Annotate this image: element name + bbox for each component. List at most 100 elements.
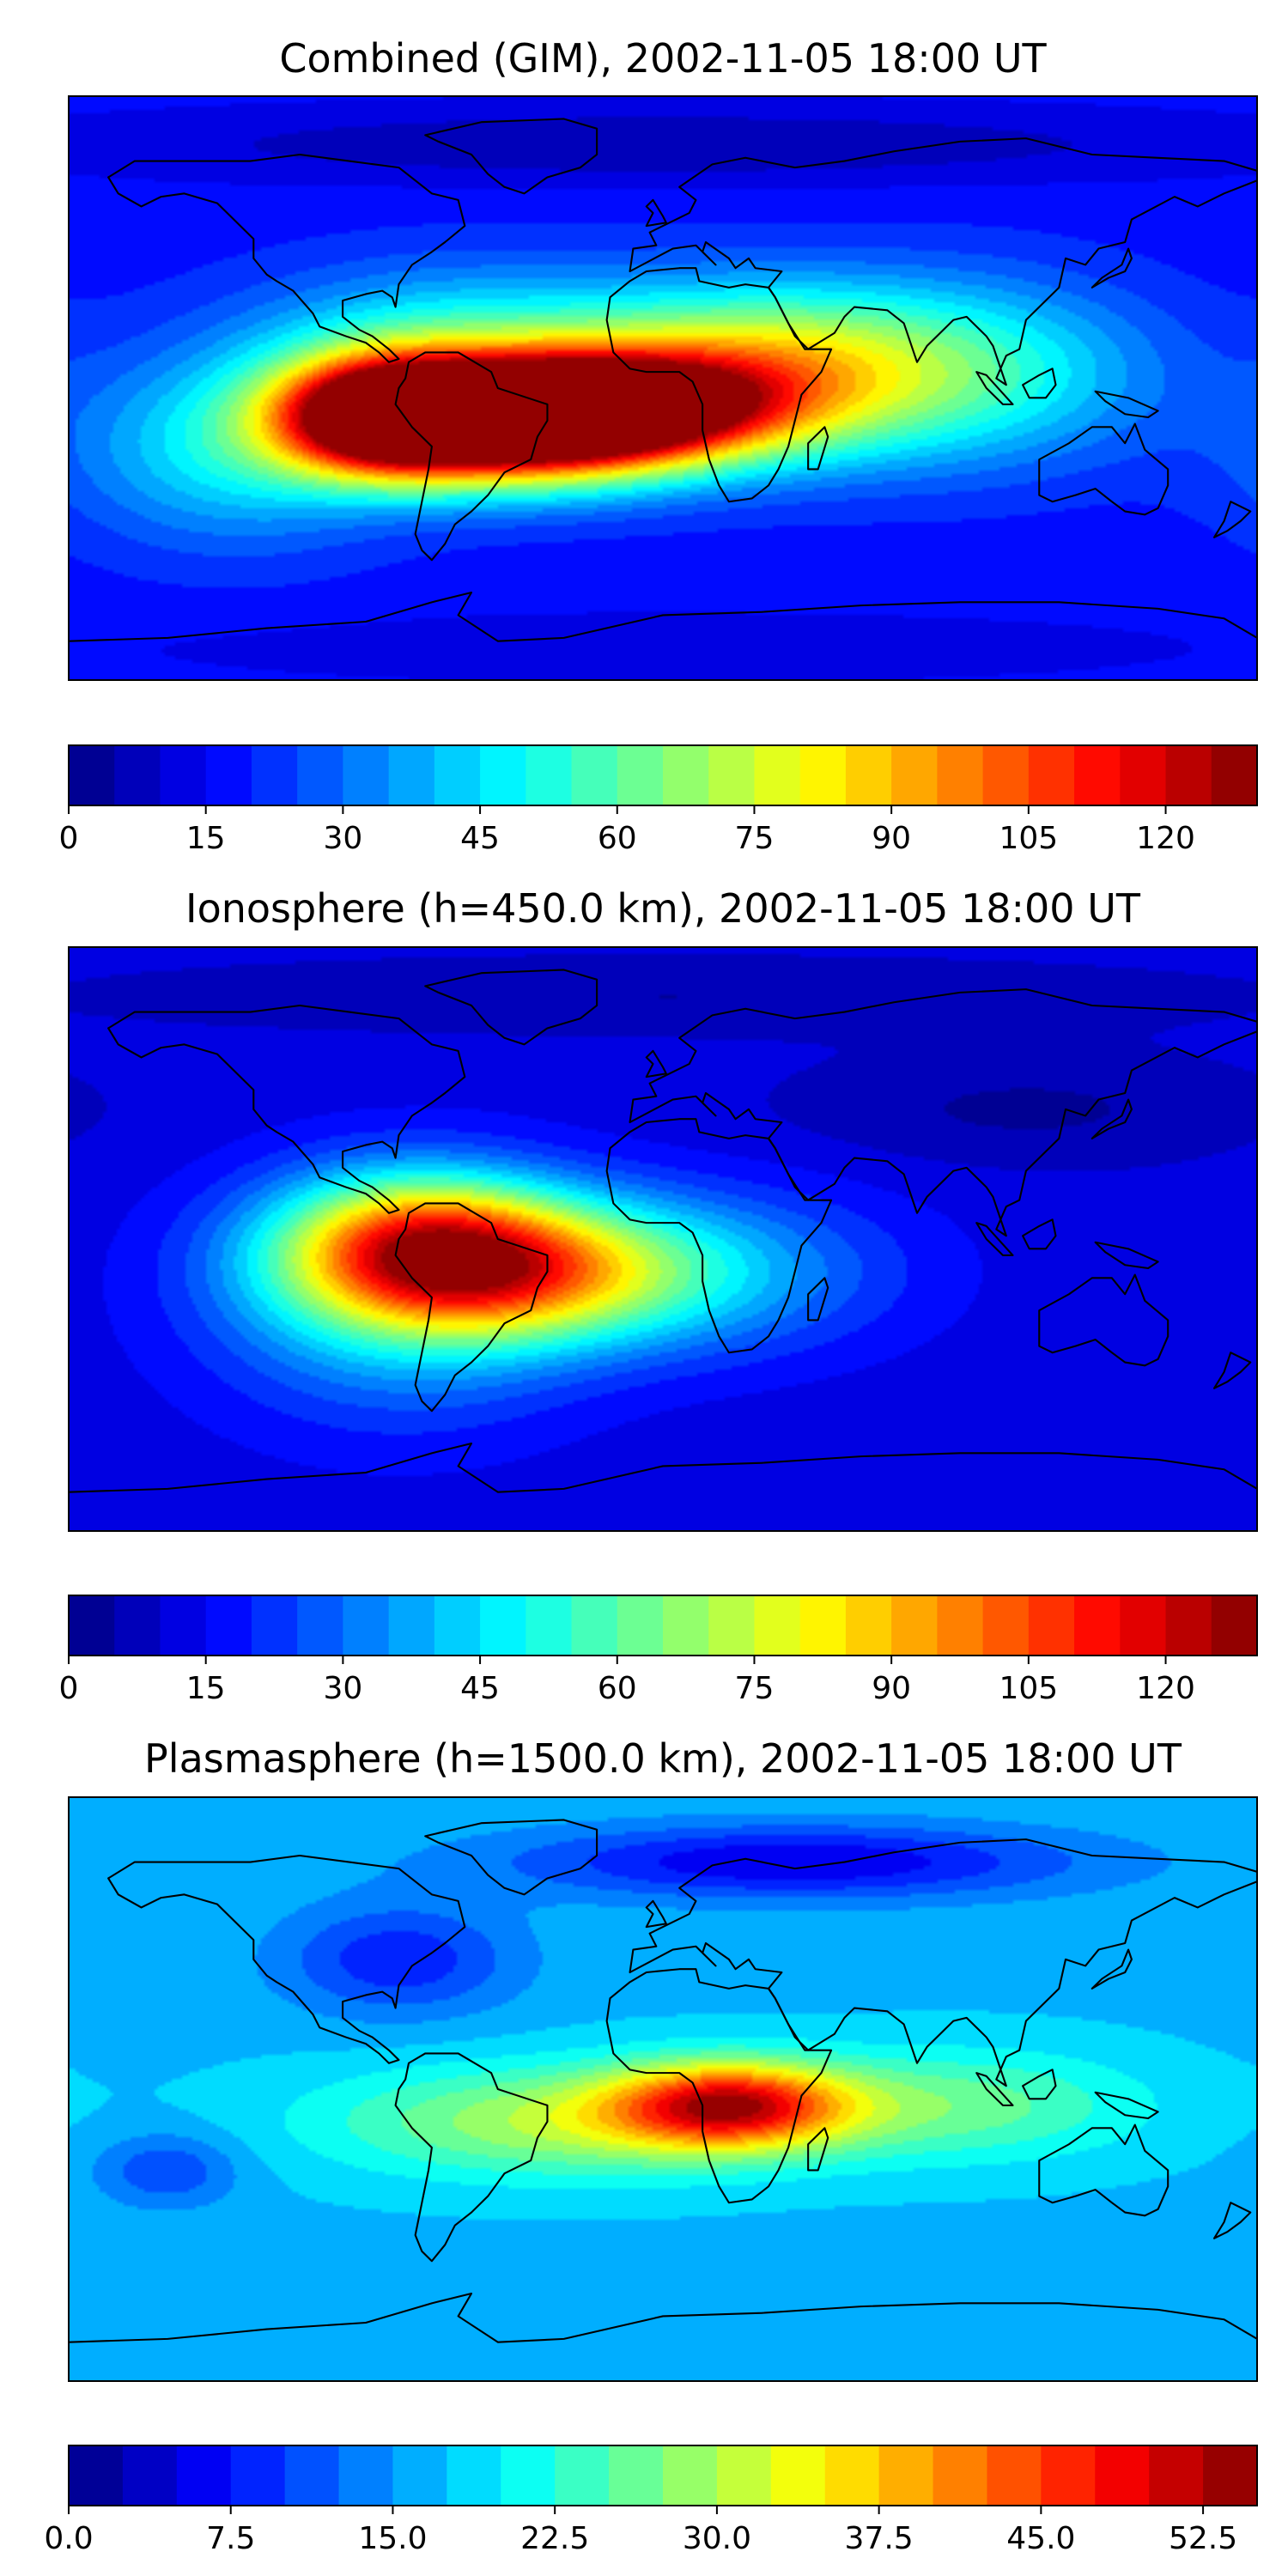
colorbar-tick-label: 30.0 [683, 2521, 751, 2556]
colorbar-segment [343, 1595, 390, 1656]
colorbar-segment [571, 1595, 618, 1656]
colorbar-segment [891, 745, 938, 805]
colorbar-segment [205, 745, 252, 805]
colorbar-segment [526, 1595, 573, 1656]
colorbar-segment [1165, 1595, 1212, 1656]
colorbar-tick-label: 0 [59, 821, 79, 856]
colorbar-segment [114, 1595, 161, 1656]
colorbar-segment [297, 745, 343, 805]
colorbar-segment [338, 2445, 394, 2506]
colorbar-segment [716, 2445, 772, 2506]
colorbar-tick-label: 45 [460, 1671, 500, 1706]
colorbar-tick-label: 22.5 [520, 2521, 589, 2556]
colorbar-frame [68, 744, 1258, 806]
colorbar-tick-label: 90 [872, 1671, 911, 1706]
colorbar: 0 15 30 45 60 75 90 105 120 [59, 1595, 1258, 1706]
colorbar-tick-label: 52.5 [1169, 2521, 1237, 2556]
colorbar-tick-label: 15 [186, 821, 226, 856]
colorbar-segment [69, 2445, 124, 2506]
colorbar-segment [1120, 745, 1167, 805]
heatmap-field [69, 1797, 1257, 2381]
colorbar-segment [1028, 1595, 1075, 1656]
panel-plasmasphere: Plasmasphere (h=1500.0 km), 2002-11-05 1… [44, 1735, 1258, 2556]
colorbar-tick-label: 15.0 [358, 2521, 427, 2556]
colorbar-segment [434, 1595, 481, 1656]
colorbar-segment [663, 1595, 709, 1656]
colorbar-tick-label: 0.0 [44, 2521, 93, 2556]
colorbar-tick-label: 15 [186, 1671, 226, 1706]
chart-title: Combined (GIM), 2002-11-05 18:00 UT [279, 35, 1047, 82]
colorbar-segment [1074, 1595, 1121, 1656]
colorbar-segment [1203, 2445, 1258, 2506]
colorbar-segment [388, 1595, 435, 1656]
colorbar-segment [937, 1595, 984, 1656]
colorbar-segment [160, 745, 207, 805]
colorbar-tick-label: 60 [598, 821, 637, 856]
colorbar-segment [114, 745, 161, 805]
chart-title: Ionosphere (h=450.0 km), 2002-11-05 18:0… [185, 885, 1141, 932]
chart-title: Plasmasphere (h=1500.0 km), 2002-11-05 1… [144, 1735, 1182, 1782]
colorbar-segment [297, 1595, 343, 1656]
colorbar-segment [845, 745, 892, 805]
map-frame [68, 946, 1258, 1532]
colorbar-segment [69, 1595, 115, 1656]
colorbar-segment [708, 1595, 756, 1656]
colorbar-segment [824, 2445, 880, 2506]
map-frame [68, 1796, 1258, 2382]
colorbar-segment [205, 1595, 252, 1656]
colorbar-segment [122, 2445, 178, 2506]
colorbar-tick-label: 120 [1136, 1671, 1195, 1706]
colorbar-tick-label: 45.0 [1006, 2521, 1075, 2556]
colorbar-tick-label: 120 [1136, 821, 1195, 856]
colorbar-segment [982, 1595, 1030, 1656]
colorbar-segment [284, 2445, 340, 2506]
colorbar-segment [617, 745, 664, 805]
colorbar-tick-label: 105 [999, 1671, 1058, 1706]
colorbar-segment [1074, 745, 1121, 805]
colorbar-segment [799, 1595, 847, 1656]
colorbar-segment [987, 2445, 1042, 2506]
colorbar-segment [388, 745, 435, 805]
panel-combined: Combined (GIM), 2002-11-05 18:00 UT 0 15 3… [59, 35, 1258, 856]
colorbar: 0 15 30 45 60 75 90 105 120 [59, 744, 1258, 856]
colorbar-segment [251, 1595, 298, 1656]
colorbar-segment [1120, 1595, 1167, 1656]
colorbar-segment [609, 2445, 664, 2506]
colorbar-segment [1028, 745, 1075, 805]
colorbar-segment [663, 745, 709, 805]
colorbar-segment [526, 745, 573, 805]
colorbar-segment [754, 745, 801, 805]
heatmap-field [69, 96, 1257, 680]
colorbar-frame [68, 2445, 1258, 2506]
colorbar-segment [754, 1595, 801, 1656]
colorbar-tick-label: 30 [323, 821, 362, 856]
colorbar-segment [1041, 2445, 1096, 2506]
colorbar-segment [799, 745, 847, 805]
colorbar-segment [160, 1595, 207, 1656]
colorbar-segment [878, 2445, 934, 2506]
colorbar-segment [1095, 2445, 1150, 2506]
heatmap-field [69, 947, 1257, 1531]
colorbar-segment [480, 1595, 526, 1656]
colorbar-segment [845, 1595, 892, 1656]
map-frame [68, 95, 1258, 681]
colorbar-tick-label: 75 [735, 1671, 775, 1706]
colorbar-tick-label: 60 [598, 1671, 637, 1706]
colorbar-segment [663, 2445, 718, 2506]
colorbar-tick-label: 7.5 [206, 2521, 255, 2556]
colorbar-segment [708, 745, 756, 805]
panel-ionosphere: Ionosphere (h=450.0 km), 2002-11-05 18:0… [59, 885, 1258, 1706]
colorbar-segment [392, 2445, 447, 2506]
colorbar-segment [434, 745, 481, 805]
colorbar: 0.0 7.5 15.0 22.5 30.0 37.5 45.0 52.5 [44, 2445, 1258, 2556]
colorbar-tick-label: 45 [460, 821, 500, 856]
colorbar-tick-label: 0 [59, 1671, 79, 1706]
colorbar-segment [982, 745, 1030, 805]
colorbar-segment [937, 745, 984, 805]
colorbar-segment [1211, 1595, 1258, 1656]
colorbar-tick-label: 90 [872, 821, 911, 856]
colorbar-segment [1149, 2445, 1204, 2506]
colorbar-segment [1211, 745, 1258, 805]
colorbar-tick-label: 37.5 [845, 2521, 914, 2556]
